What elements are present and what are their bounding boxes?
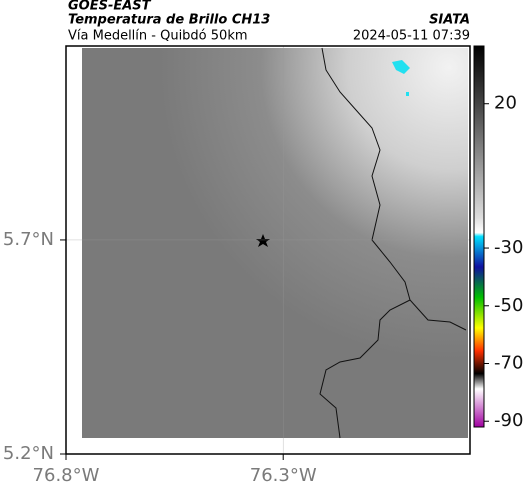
colorbar-tick-label: -50: [494, 295, 523, 316]
colorbar-tick-label: -90: [494, 410, 523, 431]
border-line: [319, 299, 411, 439]
colorbar-tick-label: -30: [494, 237, 523, 258]
lat-tick-label: 5.7°N: [3, 229, 54, 250]
satellite-image: [82, 48, 468, 438]
map-frame: [65, 45, 471, 455]
cold-cloud: [406, 92, 409, 96]
lat-tick-label: 5.2°N: [3, 443, 54, 464]
subtitle: Temperatura de Brillo CH13: [68, 13, 270, 28]
cold-cloud: [392, 60, 410, 74]
route: Vía Medellín - Quibdó 50km: [68, 29, 248, 44]
colorbar-tick-label: -70: [494, 353, 523, 374]
colorbar-tick-label: 20: [494, 93, 517, 114]
lon-tick-label: 76.8°W: [33, 465, 100, 486]
timestamp: 2024-05-11 07:39: [353, 29, 470, 44]
title: GOES-EAST: [68, 0, 152, 14]
source: SIATA: [429, 13, 470, 28]
colorbar: [473, 45, 485, 428]
lon-tick-label: 76.3°W: [250, 465, 317, 486]
border-line: [321, 47, 467, 331]
location-marker: [256, 234, 270, 247]
